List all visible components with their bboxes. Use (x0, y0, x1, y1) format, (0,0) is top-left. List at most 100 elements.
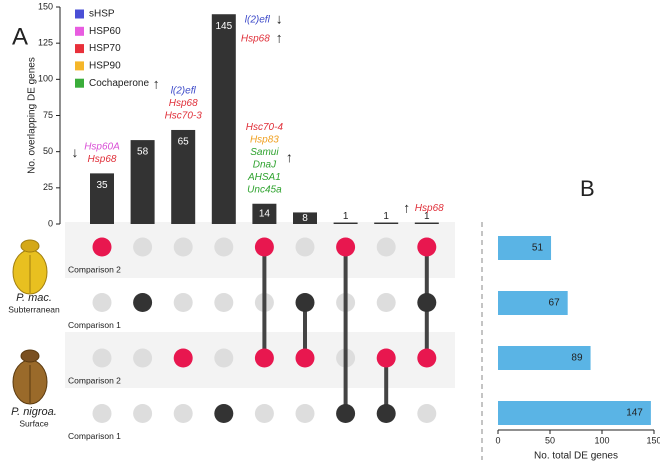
y-tick-label: 0 (48, 218, 53, 228)
matrix-dot (417, 293, 437, 312)
matrix-dot-empty (376, 293, 396, 312)
set-label: Comparison 1 (68, 431, 121, 441)
matrix-dot (376, 348, 396, 368)
arrow: ↑ (276, 30, 283, 46)
matrix-dot-empty (254, 404, 274, 423)
arrow: ↑ (153, 76, 160, 92)
legend-label: HSP60 (89, 26, 121, 37)
legend-label: HSP90 (89, 61, 121, 72)
bar (498, 401, 651, 425)
gene-label: Samui (250, 147, 279, 158)
bar (130, 140, 155, 224)
bar (498, 236, 552, 260)
bar-value-label: 1 (343, 211, 349, 222)
bar (252, 203, 277, 224)
matrix-dot-empty (214, 348, 234, 368)
matrix-dot (295, 293, 315, 312)
set-label: Comparison 2 (68, 264, 121, 274)
legend-swatch (75, 26, 84, 36)
bar (498, 291, 568, 315)
bar-value-label: 147 (626, 408, 643, 419)
y-axis-label: No. overlapping DE genes (27, 57, 38, 174)
bar-value-label: 1 (383, 211, 389, 222)
matrix-dot-empty (173, 404, 193, 423)
matrix-dot (417, 237, 437, 257)
matrix-dot-empty (173, 293, 193, 312)
y-tick-label: 150 (38, 1, 53, 11)
matrix-dot (173, 348, 193, 368)
matrix-dot (417, 348, 437, 368)
gene-label: Hsp68 (169, 98, 198, 109)
beetle-yellow (12, 239, 48, 295)
y-tick-label: 50 (43, 146, 53, 156)
arrow: ↑ (286, 149, 293, 165)
matrix-dot-empty (214, 293, 234, 312)
beetle-brown (12, 349, 48, 405)
bar-value-label: 1 (424, 211, 430, 222)
bar-value-label: 58 (137, 147, 149, 158)
gene-label: Hsp68 (241, 34, 270, 45)
x-tick-label: 50 (545, 435, 555, 445)
matrix-dot-empty (92, 293, 112, 312)
gene-label: Hsp83 (250, 134, 279, 145)
matrix-dot (254, 237, 274, 257)
matrix-dot-empty (173, 237, 193, 257)
matrix-dot-empty (92, 348, 112, 368)
y-tick-label: 75 (43, 110, 53, 120)
gene-label: DnaJ (253, 159, 277, 170)
legend-label: Cochaperone (89, 78, 149, 89)
arrow: ↑ (403, 199, 410, 215)
matrix-dot-empty (92, 404, 112, 423)
bar-value-label: 89 (571, 353, 583, 364)
x-tick-label: 0 (495, 435, 500, 445)
bar-value-label: 8 (302, 213, 308, 224)
bar (171, 129, 196, 224)
matrix-dot (133, 293, 153, 312)
bar-value-label: 14 (259, 209, 271, 220)
legend-swatch (75, 44, 84, 54)
gene-label: Unc45a (247, 184, 282, 195)
arrow: ↓ (72, 144, 79, 160)
arrow: ↓ (276, 11, 283, 27)
species-label: P. nigroa. (11, 406, 57, 418)
x-tick-label: 100 (594, 435, 609, 445)
bar (293, 212, 317, 224)
bar (374, 222, 399, 224)
matrix-dot (92, 237, 112, 257)
gene-label: l(2)efl (171, 86, 197, 97)
bar (498, 346, 591, 370)
gene-label: Hsp68 (88, 154, 117, 165)
bar (90, 173, 114, 224)
habitat-label: Subterranean (8, 304, 60, 314)
matrix-dot (214, 404, 234, 423)
matrix-dot (254, 348, 274, 368)
legend-label: sHSP (89, 9, 115, 20)
matrix-dot-empty (214, 237, 234, 257)
matrix-dot-empty (295, 404, 315, 423)
matrix-dot-empty (133, 348, 153, 368)
set-label: Comparison 1 (68, 320, 121, 330)
bar-value-label: 145 (215, 21, 232, 32)
bar-value-label: 51 (532, 243, 544, 254)
matrix-dot (295, 348, 315, 368)
gene-label: Hsc70-3 (165, 111, 203, 122)
bar-value-label: 65 (178, 137, 190, 148)
set-label: Comparison 2 (68, 375, 121, 385)
matrix-dot-empty (133, 404, 153, 423)
bar (333, 222, 358, 224)
matrix-dot (376, 404, 396, 423)
bar-value-label: 35 (96, 180, 108, 191)
bar-value-label: 67 (549, 298, 561, 309)
legend-swatch (75, 78, 84, 88)
habitat-label: Surface (19, 418, 49, 428)
gene-label: Hsp68 (415, 203, 444, 214)
matrix-dot (336, 404, 356, 423)
matrix-dot-empty (133, 237, 153, 257)
bar (211, 14, 236, 224)
matrix-dot-empty (295, 237, 315, 257)
panel-label: A (12, 23, 28, 50)
y-tick-label: 25 (43, 182, 53, 192)
matrix-dot-empty (417, 404, 437, 423)
